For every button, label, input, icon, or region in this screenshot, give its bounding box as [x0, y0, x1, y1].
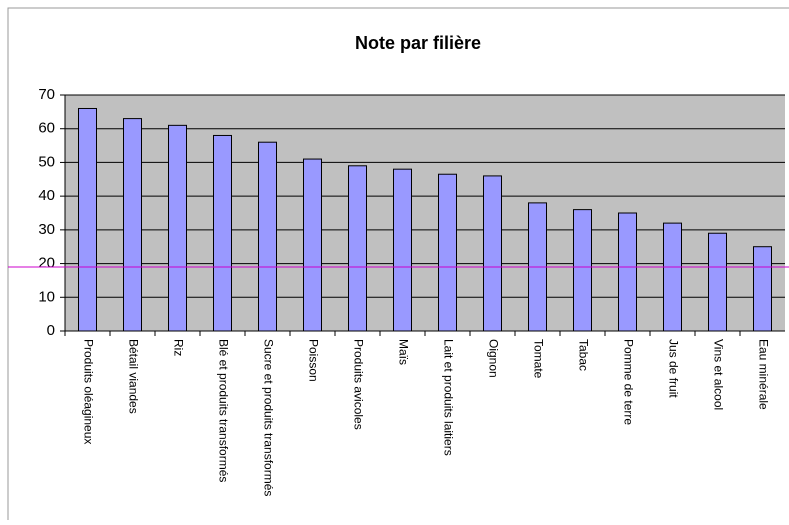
- bar: [213, 134, 232, 332]
- bar: [483, 175, 502, 332]
- x-tick-label: Tabac: [576, 339, 590, 371]
- bar: [753, 246, 772, 332]
- bar: [123, 118, 142, 332]
- y-tick-label: 60: [38, 120, 55, 137]
- x-tick-label: Jus de fruit: [666, 339, 680, 398]
- x-tick-label: Lait et produits laitiers: [441, 339, 455, 456]
- y-tick-label: 30: [38, 221, 55, 238]
- bar: [708, 232, 727, 332]
- bar: [78, 107, 97, 332]
- bar: [663, 222, 682, 332]
- x-tick-label: Poisson: [306, 339, 320, 382]
- y-tick-label: 0: [47, 322, 55, 339]
- x-tick-label: Produits avicoles: [351, 339, 365, 430]
- x-tick-label: Tomate: [531, 339, 545, 379]
- x-tick-label: Eau minérale: [756, 339, 770, 410]
- bar: [438, 173, 457, 332]
- x-tick-label: Maïs: [396, 339, 410, 365]
- y-tick-label: 50: [38, 153, 55, 170]
- y-tick-label: 40: [38, 187, 55, 204]
- bar: [348, 165, 367, 332]
- x-tick-label: Vins et alcool: [711, 339, 725, 410]
- bar: [393, 168, 412, 332]
- y-tick-label: 20: [38, 255, 55, 272]
- bar: [618, 212, 637, 332]
- y-tick-label: 70: [38, 86, 55, 103]
- x-tick-label: Bétail viandes: [126, 339, 140, 414]
- x-tick-label: Produits oléagineux: [81, 339, 95, 444]
- x-tick-label: Pomme de terre: [621, 339, 635, 425]
- x-tick-label: Sucre et produits transformés: [261, 339, 275, 496]
- chart-title: Note par filière: [355, 33, 481, 53]
- bar: [573, 209, 592, 332]
- bar: [303, 158, 322, 332]
- bar: [168, 124, 187, 332]
- x-tick-label: Oignon: [486, 339, 500, 378]
- x-tick-label: Riz: [171, 339, 185, 356]
- y-tick-label: 10: [38, 288, 55, 305]
- x-tick-label: Blé et produits transformés: [216, 339, 230, 482]
- bar: [258, 141, 277, 332]
